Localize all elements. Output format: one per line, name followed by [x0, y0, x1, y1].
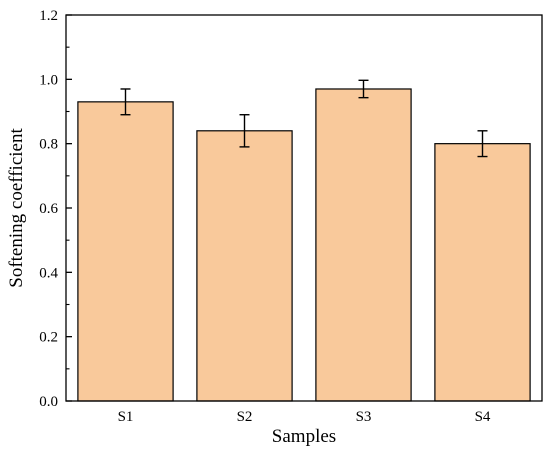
y-tick-label: 0.8	[39, 137, 58, 153]
bar-s2	[196, 130, 293, 402]
y-tick-label: 0.6	[39, 201, 58, 217]
x-axis-title: Samples	[272, 426, 336, 447]
bar-s4	[434, 143, 531, 402]
y-axis-title: Softening coefficient	[6, 128, 27, 288]
y-tick-label: 0.4	[39, 265, 58, 281]
error-bar-s3	[358, 79, 369, 99]
x-tick-label: S4	[475, 409, 491, 425]
y-tick-label: 1.0	[39, 72, 58, 88]
error-bar-s1	[120, 88, 131, 116]
bar-s1	[77, 101, 174, 402]
error-bar-s4	[477, 130, 488, 158]
x-tick-label: S2	[237, 409, 253, 425]
error-bars-layer	[120, 79, 488, 158]
x-tick-label: S3	[356, 409, 372, 425]
error-bar-s2	[239, 114, 250, 148]
plot-frame	[65, 14, 543, 402]
y-tick-label: 1.2	[39, 8, 58, 24]
y-tick-label: 0.2	[39, 330, 58, 346]
bars-layer	[77, 88, 531, 402]
y-tick-label: 0.0	[39, 394, 58, 410]
x-tick-label: S1	[118, 409, 134, 425]
tick-labels-layer: 0.0 0.2 0.4 0.6 0.8 1.0 1.2 S1 S2 S3 S4	[39, 8, 491, 425]
bar-s3	[315, 88, 412, 402]
